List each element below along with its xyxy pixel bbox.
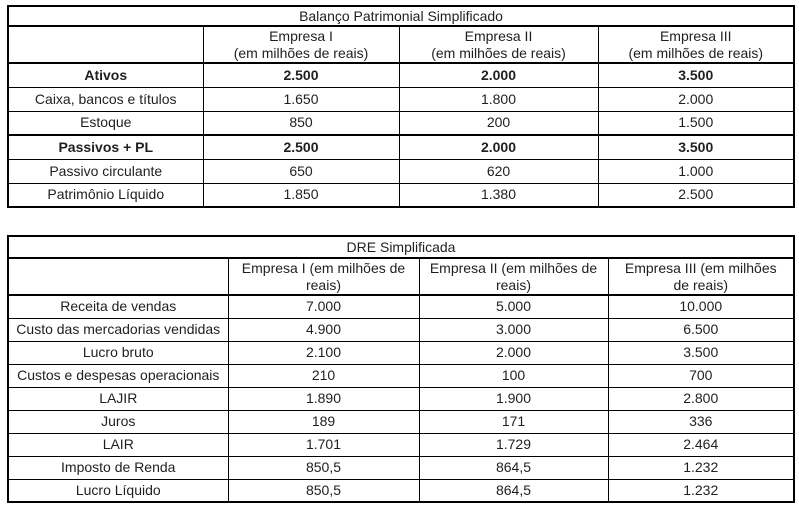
table-row: Ativos 2.500 2.000 3.500 — [7, 62, 795, 88]
row-label: Patrimônio Líquido — [7, 182, 204, 208]
table-row: Passivo circulante 650 620 1.000 — [7, 158, 795, 184]
header-row: Empresa I (em milhões de reais) Empresa I… — [7, 25, 795, 64]
row-label: Imposto de Renda — [7, 455, 229, 480]
row-label: Receita de vendas — [7, 294, 229, 319]
row-label: Juros — [7, 409, 229, 434]
cell-value: 200 — [398, 110, 599, 136]
table-row: Custo das mercadorias vendidas 4.900 3.000… — [7, 317, 795, 342]
row-label: LAIR — [7, 432, 229, 457]
table-row: Passivos + PL 2.500 2.000 3.500 — [7, 134, 795, 160]
cell-value: 2.500 — [202, 134, 400, 160]
cell-value: 850,5 — [227, 455, 420, 480]
row-label: Estoque — [7, 110, 204, 136]
cell-value: 1.800 — [398, 86, 599, 112]
balanco-patrimonial-table: Balanço Patrimonial Simplificado Empresa … — [7, 5, 795, 208]
cell-value: 1.729 — [418, 432, 609, 457]
row-label: Custos e despesas operacionais — [7, 363, 229, 388]
column-header: Empresa I (em milhões de reais) — [202, 25, 400, 64]
table-row: Estoque 850 200 1.500 — [7, 110, 795, 136]
cell-value: 2.800 — [607, 386, 795, 411]
column-header: Empresa II (em milhões de reais) — [398, 25, 599, 64]
table-row: Caixa, bancos e títulos 1.650 1.800 2.000 — [7, 86, 795, 112]
cell-value: 3.500 — [607, 340, 795, 365]
table-title-row: Balanço Patrimonial Simplificado — [7, 5, 795, 27]
table-row: Juros 189 171 336 — [7, 409, 795, 434]
cell-value: 189 — [227, 409, 420, 434]
row-label: Lucro Líquido — [7, 478, 229, 503]
cell-value: 700 — [607, 363, 795, 388]
row-label: Lucro bruto — [7, 340, 229, 365]
row-label: Ativos — [7, 62, 204, 88]
cell-value: 3.500 — [597, 134, 795, 160]
header-row: Empresa I (em milhões de reais) Empresa I… — [7, 257, 795, 296]
table-row: Lucro bruto 2.100 2.000 3.500 — [7, 340, 795, 365]
cell-value: 5.000 — [418, 294, 609, 319]
table-row: Custos e despesas operacionais 210 100 700 — [7, 363, 795, 388]
cell-value: 650 — [202, 158, 400, 184]
cell-value: 620 — [398, 158, 599, 184]
cell-value: 1.000 — [597, 158, 795, 184]
cell-value: 1.232 — [607, 455, 795, 480]
row-label: LAJIR — [7, 386, 229, 411]
column-header: Empresa III (em milhões de reais) — [607, 257, 795, 296]
cell-value: 1.900 — [418, 386, 609, 411]
cell-value: 1.380 — [398, 182, 599, 208]
cell-value: 850 — [202, 110, 400, 136]
cell-value: 2.100 — [227, 340, 420, 365]
row-label: Passivo circulante — [7, 158, 204, 184]
cell-value: 1.701 — [227, 432, 420, 457]
table-row: LAIR 1.701 1.729 2.464 — [7, 432, 795, 457]
cell-value: 864,5 — [418, 455, 609, 480]
cell-value: 3.000 — [418, 317, 609, 342]
cell-value: 2.000 — [398, 62, 599, 88]
cell-value: 4.900 — [227, 317, 420, 342]
row-label-header — [7, 25, 204, 64]
row-label: Passivos + PL — [7, 134, 204, 160]
cell-value: 7.000 — [227, 294, 420, 319]
cell-value: 1.890 — [227, 386, 420, 411]
cell-value: 100 — [418, 363, 609, 388]
table-title: Balanço Patrimonial Simplificado — [7, 5, 795, 27]
cell-value: 2.500 — [202, 62, 400, 88]
cell-value: 2.000 — [418, 340, 609, 365]
column-header: Empresa I (em milhões de reais) — [227, 257, 420, 296]
cell-value: 850,5 — [227, 478, 420, 503]
row-label: Caixa, bancos e títulos — [7, 86, 204, 112]
cell-value: 1.650 — [202, 86, 400, 112]
table-row: Lucro Líquido 850,5 864,5 1.232 — [7, 478, 795, 503]
cell-value: 10.000 — [607, 294, 795, 319]
cell-value: 2.500 — [597, 182, 795, 208]
table-row: Imposto de Renda 850,5 864,5 1.232 — [7, 455, 795, 480]
cell-value: 2.000 — [398, 134, 599, 160]
cell-value: 171 — [418, 409, 609, 434]
table-title-row: DRE Simplificada — [7, 235, 795, 259]
cell-value: 2.000 — [597, 86, 795, 112]
table-row: Receita de vendas 7.000 5.000 10.000 — [7, 294, 795, 319]
cell-value: 6.500 — [607, 317, 795, 342]
cell-value: 1.232 — [607, 478, 795, 503]
table-title: DRE Simplificada — [7, 235, 795, 259]
table-row: LAJIR 1.890 1.900 2.800 — [7, 386, 795, 411]
row-label-header — [7, 257, 229, 296]
dre-simplificada-table: DRE Simplificada Empresa I (em milhões de… — [7, 235, 795, 503]
cell-value: 1.500 — [597, 110, 795, 136]
cell-value: 864,5 — [418, 478, 609, 503]
column-header: Empresa II (em milhões de reais) — [418, 257, 609, 296]
cell-value: 210 — [227, 363, 420, 388]
cell-value: 1.850 — [202, 182, 400, 208]
cell-value: 336 — [607, 409, 795, 434]
cell-value: 3.500 — [597, 62, 795, 88]
row-label: Custo das mercadorias vendidas — [7, 317, 229, 342]
column-header: Empresa III (em milhões de reais) — [597, 25, 795, 64]
table-row: Patrimônio Líquido 1.850 1.380 2.500 — [7, 182, 795, 208]
cell-value: 2.464 — [607, 432, 795, 457]
